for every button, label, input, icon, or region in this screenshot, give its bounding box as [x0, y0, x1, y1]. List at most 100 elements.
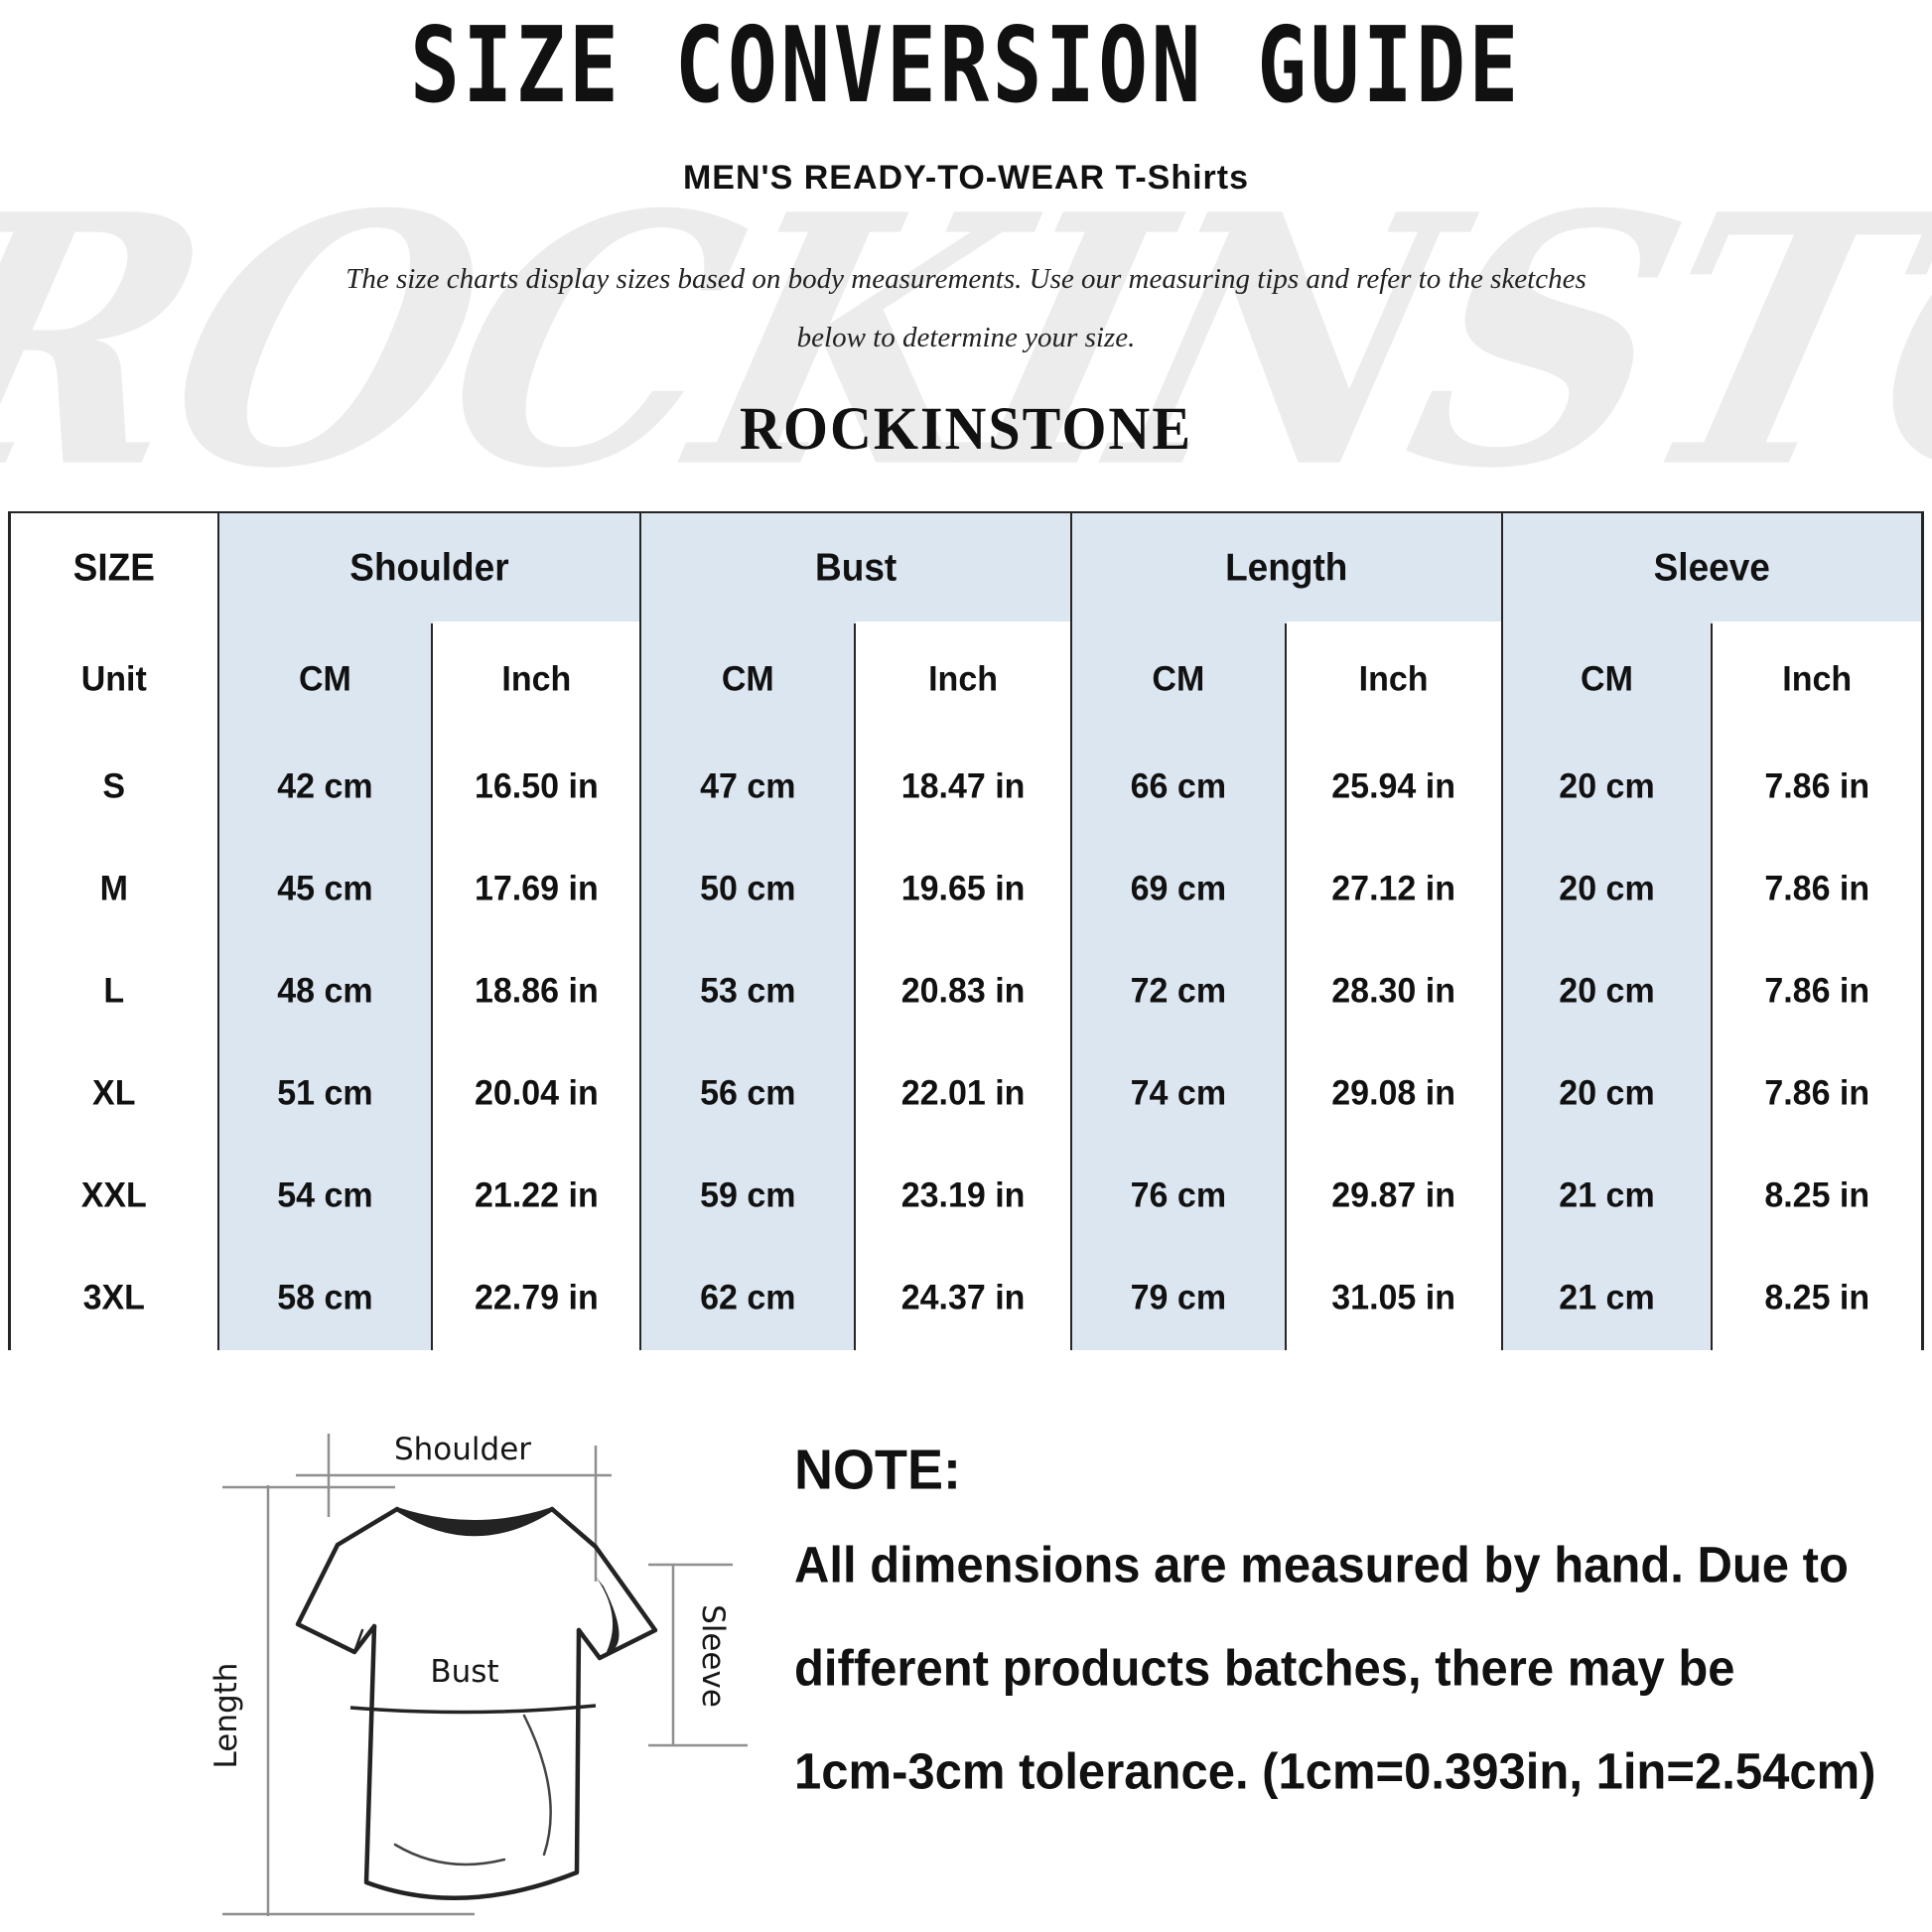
value-cell: 28.30 in: [1284, 936, 1503, 1045]
value-cell: 45 cm: [216, 834, 434, 943]
table-row-3xl: 3XL 58 cm 22.79 in 62 cm 24.37 in 79 cm …: [8, 1243, 1924, 1352]
size-cell: 3XL: [8, 1243, 219, 1352]
unit-label: Unit: [8, 619, 219, 739]
tshirt-measurement-diagram: Shoulder Bust Length Sleeve: [147, 1418, 764, 1926]
value-cell: 54 cm: [216, 1141, 434, 1250]
header-bust: Bust: [639, 509, 1072, 625]
value-cell: 7.86 in: [1711, 732, 1924, 841]
value-cell: 21 cm: [1500, 1141, 1714, 1250]
value-cell: 29.08 in: [1284, 1038, 1503, 1148]
table-row-xl: XL 51 cm 20.04 in 56 cm 22.01 in 74 cm 2…: [8, 1038, 1924, 1148]
value-cell: 23.19 in: [854, 1141, 1072, 1250]
brand-name: ROCKINSTONE: [739, 394, 1193, 463]
size-cell: S: [8, 732, 219, 841]
value-cell: 29.87 in: [1284, 1141, 1503, 1250]
unit-row: Unit CM Inch CM Inch CM Inch CM Inch: [8, 619, 1924, 739]
value-cell: 18.86 in: [431, 936, 642, 1045]
unit-cell: Inch: [431, 619, 642, 739]
value-cell: 48 cm: [216, 936, 434, 1045]
tshirt-sketch: Shoulder Bust Length Sleeve: [208, 1432, 748, 1916]
value-cell: 56 cm: [639, 1038, 857, 1148]
value-cell: 59 cm: [639, 1141, 857, 1250]
unit-cell: Inch: [1711, 619, 1924, 739]
value-cell: 27.12 in: [1284, 834, 1503, 943]
diagram-label-sleeve: Sleeve: [695, 1604, 731, 1708]
size-cell: XL: [8, 1038, 219, 1148]
value-cell: 47 cm: [639, 732, 857, 841]
description-line-1: The size charts display sizes based on b…: [345, 263, 1587, 295]
note-heading: NOTE:: [794, 1439, 961, 1502]
diagram-labels: Shoulder Bust Length Sleeve: [208, 1432, 731, 1768]
value-cell: 76 cm: [1069, 1141, 1287, 1250]
unit-cell: CM: [639, 619, 857, 739]
value-cell: 31.05 in: [1284, 1243, 1503, 1352]
value-cell: 51 cm: [216, 1038, 434, 1148]
unit-cell: CM: [216, 619, 434, 739]
table-row-l: L 48 cm 18.86 in 53 cm 20.83 in 72 cm 28…: [8, 936, 1924, 1045]
dimension-lines: [222, 1434, 748, 1916]
value-cell: 21 cm: [1500, 1243, 1714, 1352]
value-cell: 20 cm: [1500, 1038, 1714, 1148]
unit-cell: CM: [1069, 619, 1287, 739]
value-cell: 8.25 in: [1711, 1243, 1924, 1352]
value-cell: 21.22 in: [431, 1141, 642, 1250]
bust-line: [349, 1704, 597, 1715]
value-cell: 53 cm: [639, 936, 857, 1045]
page-title: SIZE CONVERSION GUIDE: [410, 5, 1522, 127]
note-block: NOTE: All dimensions are measured by han…: [794, 1438, 1906, 1823]
size-cell: M: [8, 834, 219, 943]
value-cell: 22.79 in: [431, 1243, 642, 1352]
size-conversion-table: SIZE Shoulder Bust Length Sleeve Unit CM…: [8, 509, 1924, 1352]
value-cell: 19.65 in: [854, 834, 1072, 943]
value-cell: 17.69 in: [431, 834, 642, 943]
description-text: The size charts display sizes based on b…: [0, 250, 1932, 368]
value-cell: 20 cm: [1500, 936, 1714, 1045]
unit-cell: Inch: [854, 619, 1072, 739]
table-row-m: M 45 cm 17.69 in 50 cm 19.65 in 69 cm 27…: [8, 834, 1924, 943]
diagram-label-length: Length: [208, 1663, 244, 1769]
note-line-2: different products batches, there may be: [794, 1640, 1735, 1697]
value-cell: 16.50 in: [431, 732, 642, 841]
value-cell: 66 cm: [1069, 732, 1287, 841]
value-cell: 42 cm: [216, 732, 434, 841]
value-cell: 79 cm: [1069, 1243, 1287, 1352]
value-cell: 20.04 in: [431, 1038, 642, 1148]
value-cell: 7.86 in: [1711, 1038, 1924, 1148]
value-cell: 8.25 in: [1711, 1141, 1924, 1250]
value-cell: 74 cm: [1069, 1038, 1287, 1148]
value-cell: 50 cm: [639, 834, 857, 943]
value-cell: 7.86 in: [1711, 834, 1924, 943]
value-cell: 20 cm: [1500, 834, 1714, 943]
header-sleeve: Sleeve: [1500, 509, 1924, 625]
value-cell: 20.83 in: [854, 936, 1072, 1045]
value-cell: 69 cm: [1069, 834, 1287, 943]
value-cell: 62 cm: [639, 1243, 857, 1352]
description-line-2: below to determine your size.: [796, 322, 1136, 354]
page-subtitle: MEN'S READY-TO-WEAR T-Shirts: [682, 159, 1250, 197]
header-size: SIZE: [8, 509, 219, 625]
size-cell: L: [8, 936, 219, 1045]
value-cell: 72 cm: [1069, 936, 1287, 1045]
value-cell: 24.37 in: [854, 1243, 1072, 1352]
sleeve-shading: [596, 1577, 620, 1654]
table-row-s: S 42 cm 16.50 in 47 cm 18.47 in 66 cm 25…: [8, 732, 1924, 841]
table-header-row: SIZE Shoulder Bust Length Sleeve: [8, 509, 1924, 625]
table-row-xxl: XXL 54 cm 21.22 in 59 cm 23.19 in 76 cm …: [8, 1141, 1924, 1250]
diagram-label-shoulder: Shoulder: [394, 1432, 531, 1467]
header-shoulder: Shoulder: [216, 509, 642, 625]
value-cell: 20 cm: [1500, 732, 1714, 841]
value-cell: 25.94 in: [1284, 732, 1503, 841]
size-cell: XXL: [8, 1141, 219, 1250]
value-cell: 22.01 in: [854, 1038, 1072, 1148]
value-cell: 7.86 in: [1711, 936, 1924, 1045]
value-cell: 18.47 in: [854, 732, 1072, 841]
tshirt-outline: [295, 1506, 658, 1900]
tshirt-collar: [397, 1507, 552, 1535]
note-line-3: 1cm-3cm tolerance. (1cm=0.393in, 1in=2.5…: [794, 1743, 1876, 1800]
unit-cell: CM: [1500, 619, 1714, 739]
unit-cell: Inch: [1284, 619, 1503, 739]
value-cell: 58 cm: [216, 1243, 434, 1352]
note-line-1: All dimensions are measured by hand. Due…: [794, 1537, 1849, 1594]
header-length: Length: [1069, 509, 1503, 625]
